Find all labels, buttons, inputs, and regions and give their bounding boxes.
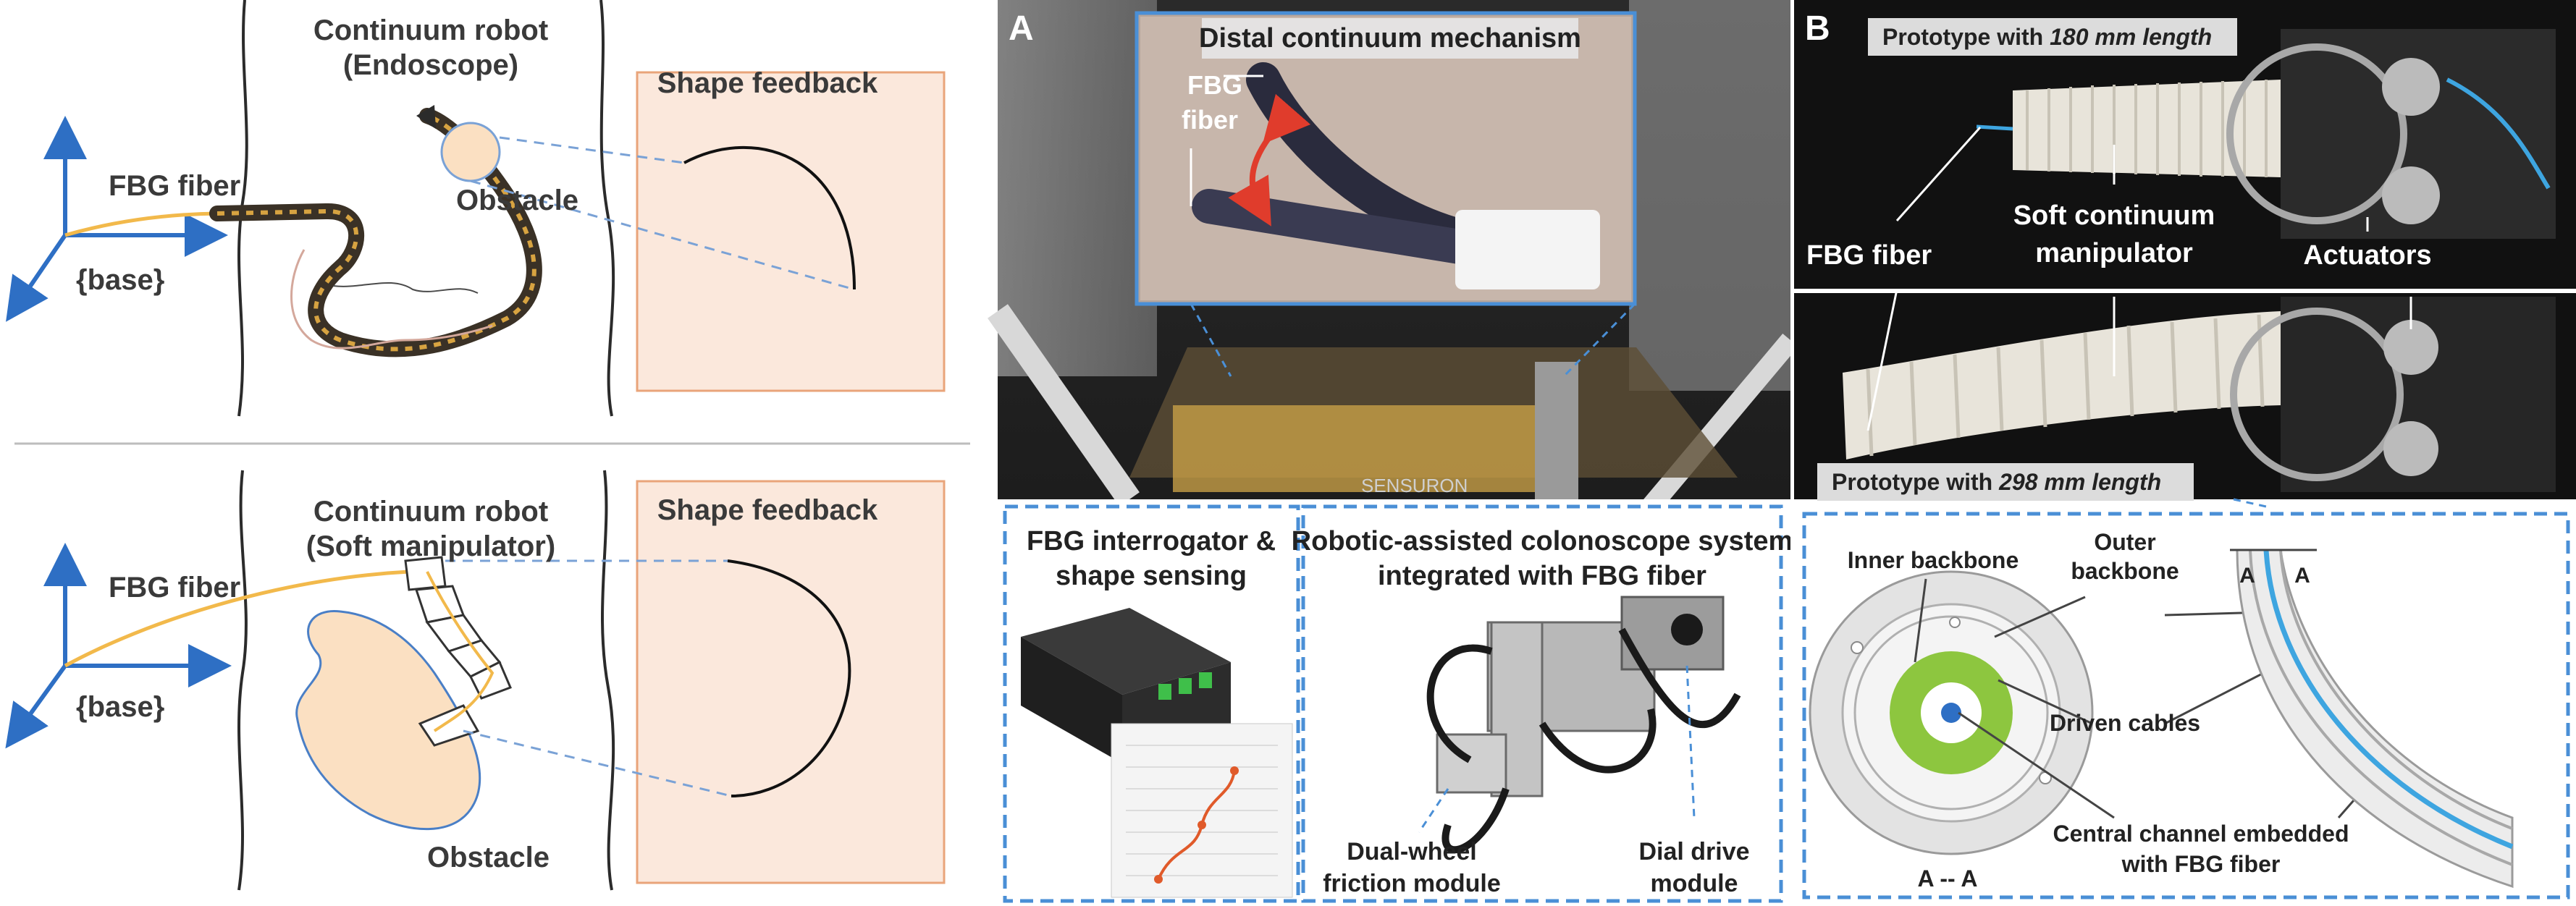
robot-subtitle-endoscope: (Endoscope) [343, 49, 518, 81]
colonoscope-title-1: Robotic-assisted colonoscope system [1292, 526, 1793, 556]
prototype-298-label: Prototype with 298 mm length [1832, 469, 2161, 495]
panel-b: B Prototype with 180 mm length Prototype… [1790, 0, 2576, 906]
driven-cables-label: Driven cables [2050, 710, 2200, 736]
dual-wheel-label-1: Dual-wheel [1347, 838, 1476, 865]
interrogator-title-2: shape sensing [1056, 561, 1247, 591]
prototype-298-manipulator [1843, 311, 2281, 460]
inner-backbone-label: Inner backbone [1848, 547, 2019, 573]
feedback-curve [683, 145, 856, 290]
endoscope-tip-icon [416, 105, 436, 129]
interrogator-title-1: FBG interrogator & [1027, 526, 1276, 556]
shape-sensing-plot [1111, 723, 1293, 898]
actuators-bottom [2230, 297, 2556, 492]
obstacle-circle [440, 122, 501, 182]
colonoscope-title-2: integrated with FBG fiber [1378, 561, 1706, 591]
section-marker-left: A [2239, 564, 2255, 588]
obstacle-blob [295, 609, 481, 831]
brand-text: SENSURON [1361, 475, 1468, 496]
fiber-label-top: FBG fiber [109, 170, 240, 202]
dual-wheel-label-2: friction module [1323, 870, 1501, 897]
prototype-180-label: Prototype with 180 mm length [1882, 24, 2212, 50]
section-a-a-label: A -- A [1918, 865, 1978, 892]
central-channel-label-1: Central channel embedded [2053, 821, 2349, 847]
fbg-fiber-label-a-1: FBG [1187, 70, 1242, 100]
dial-drive-label-2: module [1651, 870, 1738, 897]
panel-b-letter: B [1805, 9, 1830, 48]
schematic-endoscope: Continuum robot (Endoscope) Shape feedba… [6, 0, 946, 417]
fbg-fiber-label-b: FBG fiber [1806, 240, 1932, 271]
base-label-bottom: {base} [76, 691, 164, 723]
feedback-curve-2 [727, 559, 851, 797]
distal-inset-title: Distal continuum mechanism [1199, 23, 1581, 54]
white-holder [1455, 210, 1600, 289]
prototype-180-manipulator [1976, 80, 2281, 177]
robot-title-soft: Continuum robot [313, 496, 548, 528]
feedback-title-top: Shape feedback [657, 67, 878, 99]
actuators-label: Actuators [2303, 240, 2431, 271]
body-outline-left [237, 0, 248, 417]
body-outline-right [599, 0, 615, 417]
body-outline-right-2 [601, 470, 615, 891]
obstacle-label-bottom: Obstacle [427, 842, 550, 873]
colonoscope-robot-icon [1426, 596, 1741, 854]
obstacle-label-top: Obstacle [456, 185, 578, 216]
cross-section-disc [1809, 570, 2094, 855]
shape-feedback-box-2 [636, 480, 946, 884]
robot-title-endoscope: Continuum robot [313, 14, 548, 46]
fbg-fiber-line [64, 211, 218, 237]
feedback-title-bottom: Shape feedback [657, 494, 878, 526]
base-frame-axes-2 [5, 543, 232, 749]
section-marker-right: A [2294, 564, 2310, 588]
panel-a-letter: A [1009, 9, 1034, 48]
fiber-label-bottom: FBG fiber [109, 572, 240, 604]
central-channel-label-2: with FBG fiber [2121, 851, 2281, 877]
schematic-soft-manipulator: Continuum robot (Soft manipulator) Shape… [5, 470, 946, 891]
body-outline-left-2 [237, 470, 248, 891]
fbg-fiber-label-a-2: fiber [1182, 105, 1238, 135]
actuators-top [2226, 29, 2556, 239]
soft-manipulator-label-1: Soft continuum [2013, 200, 2215, 231]
bend-arrow-icon [1228, 93, 1311, 226]
robot-subtitle-soft: (Soft manipulator) [306, 530, 555, 562]
base-label-top: {base} [76, 264, 164, 296]
dial-drive-label-1: Dial drive [1638, 838, 1749, 865]
shape-feedback-box [636, 71, 946, 392]
tissue-squiggle [290, 249, 493, 350]
soft-manipulator-label-2: manipulator [2035, 238, 2193, 268]
panel-a: A Distal continuum mechanism FBG fiber S… [988, 0, 1798, 906]
base-frame-axes [6, 116, 228, 322]
bent-manipulator-side [2236, 549, 2514, 889]
outer-backbone-label-1: Outer [2094, 529, 2155, 555]
outer-backbone-label-2: backbone [2071, 558, 2179, 584]
fbg-fiber-line-2 [64, 570, 410, 668]
